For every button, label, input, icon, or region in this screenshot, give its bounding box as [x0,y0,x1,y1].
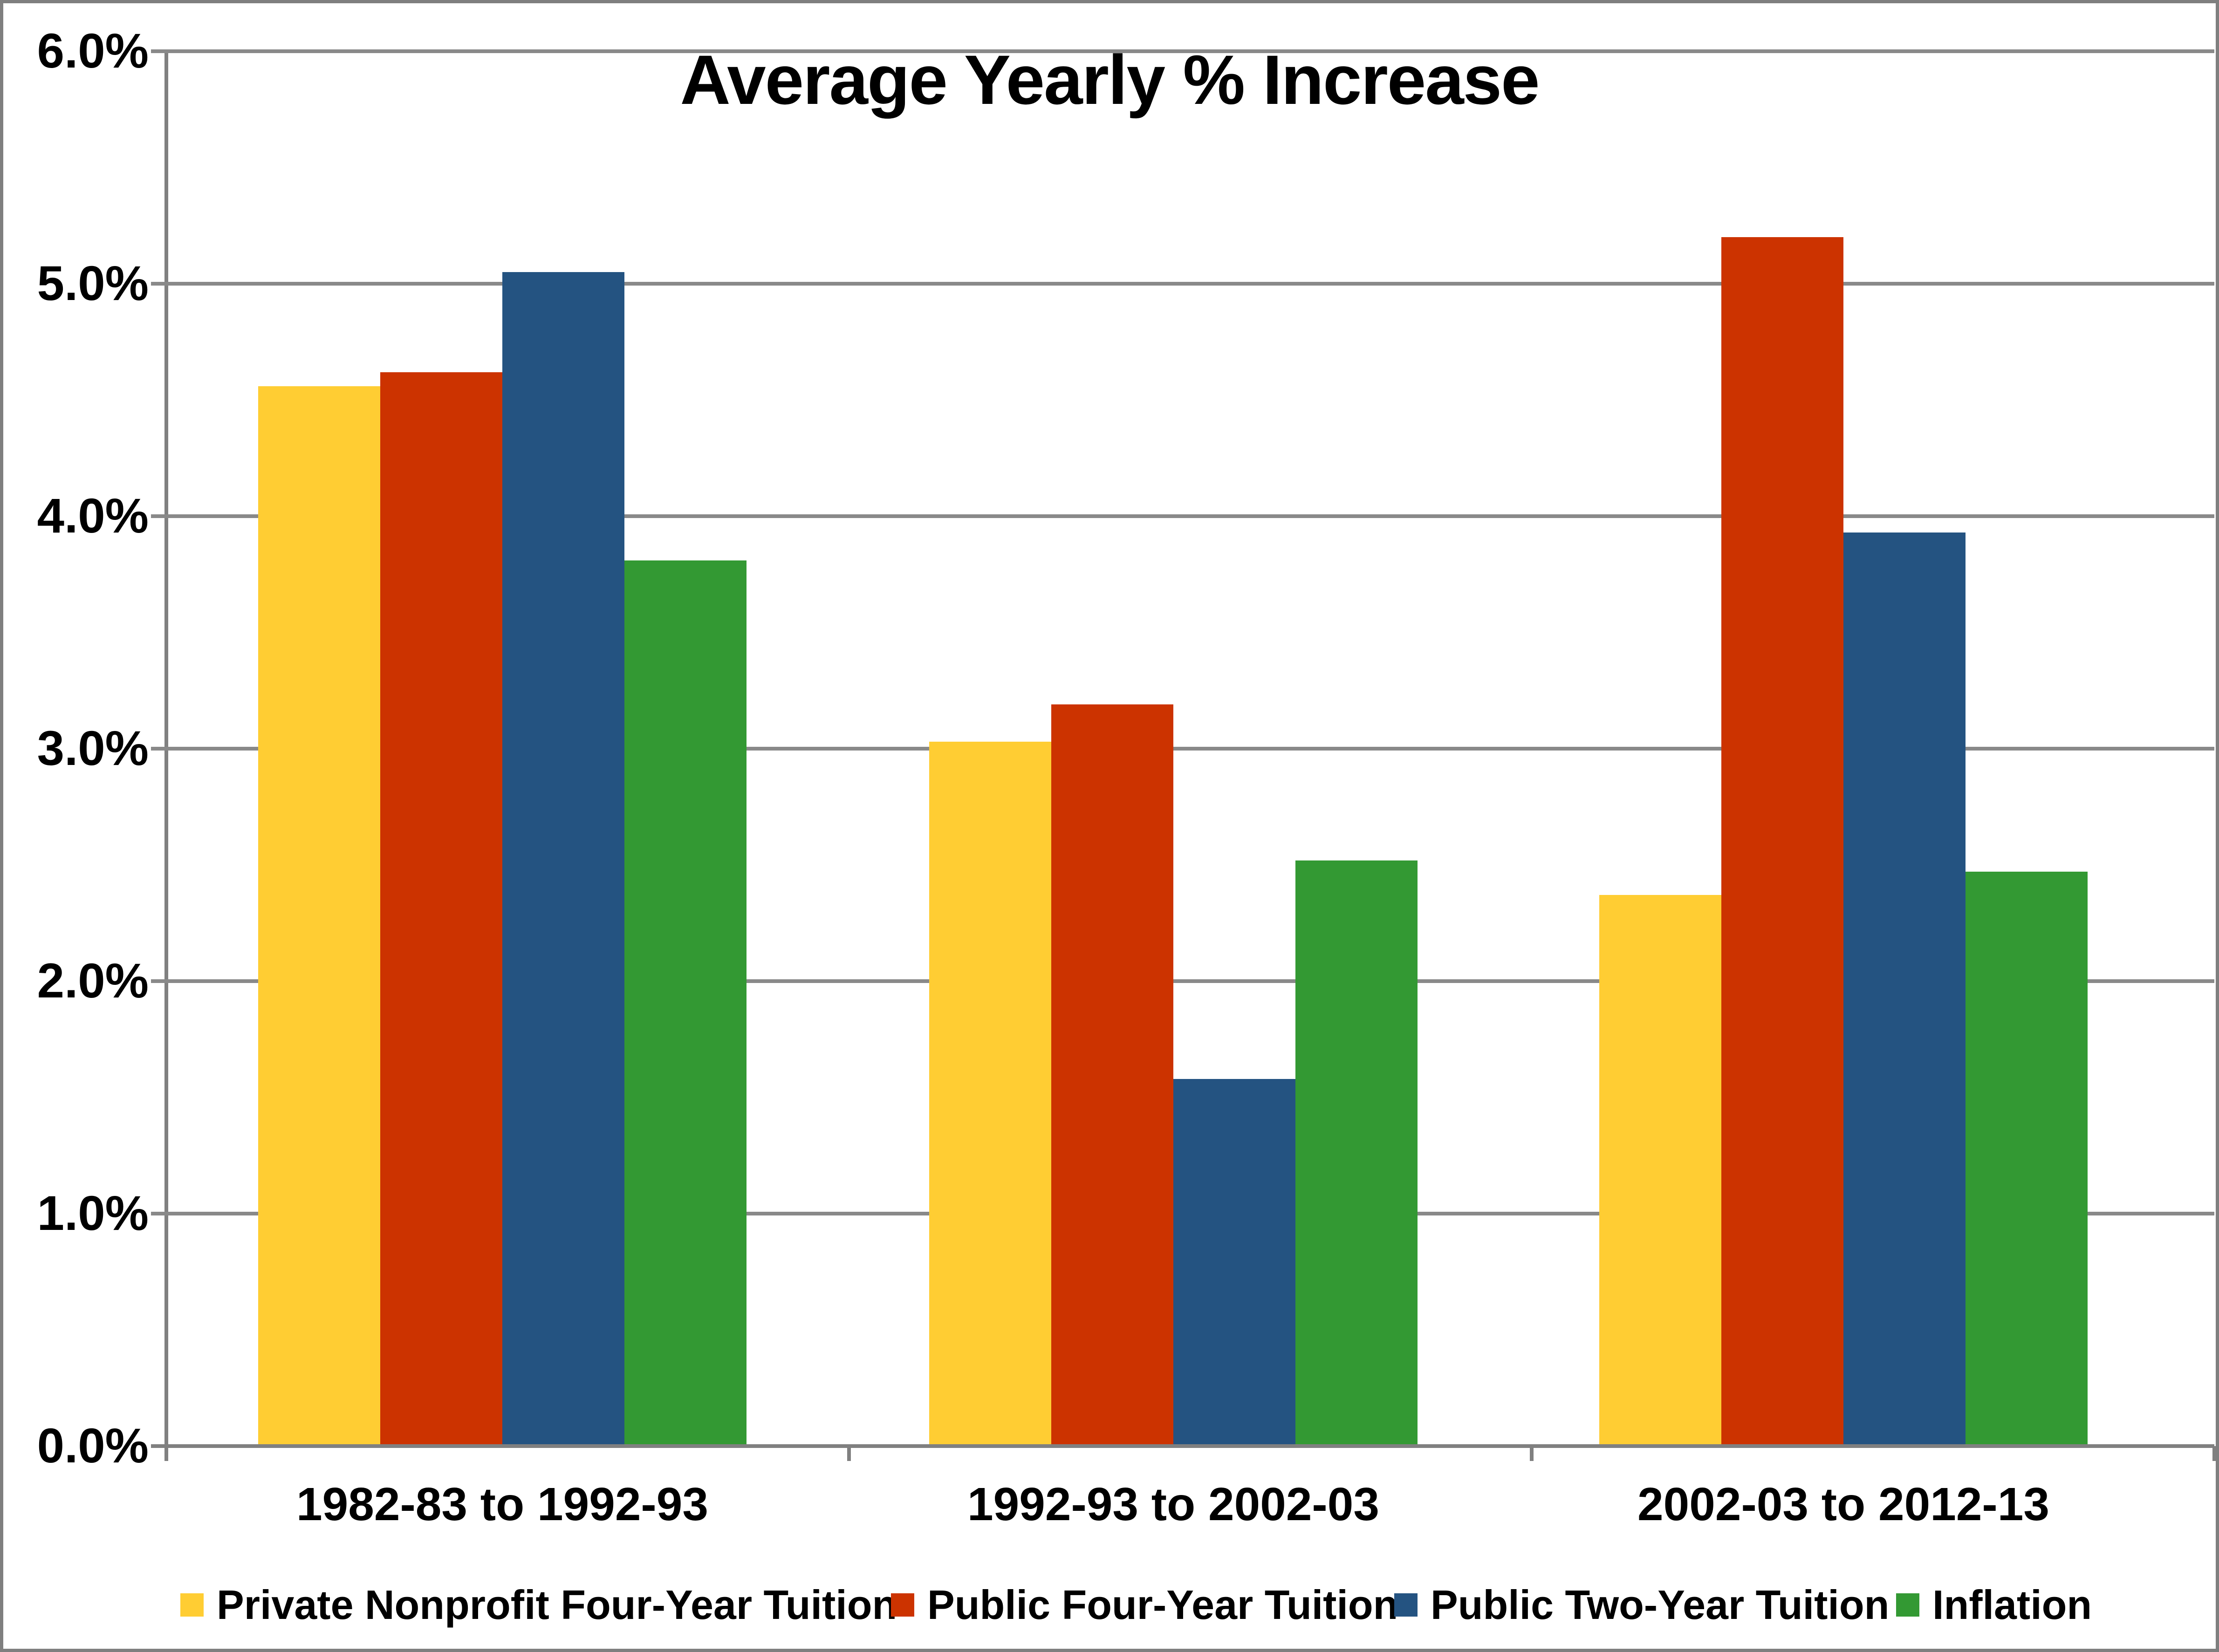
y-axis-tick-label-2.0%: 2.0% [37,954,149,1008]
legend-item-public-four-year-tuition: Public Four-Year Tuition [891,1577,1398,1633]
gridline-5.0% [151,282,2214,286]
chart-legend: Private Nonprofit Four-Year Tuition Publi… [3,1577,2216,1638]
legend-item-inflation: Inflation [1896,1577,2092,1633]
bar-inflation-group3 [1966,872,2088,1446]
y-axis-tick-label-5.0%: 5.0% [37,256,149,311]
gridline-4.0% [151,514,2214,518]
legend-swatch-inflation [1896,1593,1919,1617]
y-axis-tick-label-4.0%: 4.0% [37,489,149,543]
x-axis-line [151,1444,2214,1448]
bar-private-nonprofit-four-year-tuition-group3 [1599,895,1721,1446]
legend-label-public-two-year-tuition: Public Two-Year Tuition [1431,1582,1890,1628]
chart-title: Average Yearly % Increase [680,41,1540,119]
y-axis-tick-label-1.0%: 1.0% [37,1186,149,1241]
legend-label-public-four-year-tuition: Public Four-Year Tuition [927,1582,1398,1628]
x-axis-category-label-1: 1982-83 to 1992-93 [296,1478,708,1530]
bar-private-nonprofit-four-year-tuition-group2 [929,742,1051,1446]
bar-private-nonprofit-four-year-tuition-group1 [258,386,380,1446]
plot-area [151,49,2216,1461]
x-axis-category-label-3: 2002-03 to 2012-13 [1637,1478,2049,1530]
legend-item-public-two-year-tuition: Public Two-Year Tuition [1394,1577,1889,1633]
bar-inflation-group2 [1295,860,1418,1446]
legend-item-private-nonprofit-four-year-tuition: Private Nonprofit Four-Year Tuition [180,1577,897,1633]
bar-public-four-year-tuition-group1 [380,372,502,1446]
x-axis-tick-3 [2212,1446,2216,1461]
legend-label-inflation: Inflation [1932,1582,2092,1628]
gridline-2.0% [151,979,2214,983]
y-axis-tick-label-0.0%: 0.0% [37,1419,149,1473]
bar-public-two-year-tuition-group1 [502,272,624,1446]
x-axis-category-label-2: 1992-93 to 2002-03 [967,1478,1379,1530]
bar-inflation-group1 [624,560,747,1446]
x-axis-tick-0 [164,1446,168,1461]
bar-public-two-year-tuition-group3 [1843,532,1966,1446]
gridline-3.0% [151,747,2214,751]
x-axis-tick-1 [847,1446,851,1461]
y-axis-tick-label-3.0%: 3.0% [37,721,149,776]
legend-label-private-nonprofit-four-year-tuition: Private Nonprofit Four-Year Tuition [217,1582,897,1628]
gridline-6.0% [151,49,2214,53]
bar-public-four-year-tuition-group2 [1051,704,1173,1446]
bar-public-four-year-tuition-group3 [1721,237,1843,1446]
legend-swatch-private-nonprofit-four-year-tuition [180,1593,204,1617]
y-axis-tick-label-6.0%: 6.0% [37,24,149,78]
x-axis-tick-2 [1530,1446,1534,1461]
bar-public-two-year-tuition-group2 [1173,1079,1295,1446]
legend-swatch-public-two-year-tuition [1394,1593,1418,1617]
y-axis-line [164,51,168,1461]
legend-swatch-public-four-year-tuition [891,1593,914,1617]
